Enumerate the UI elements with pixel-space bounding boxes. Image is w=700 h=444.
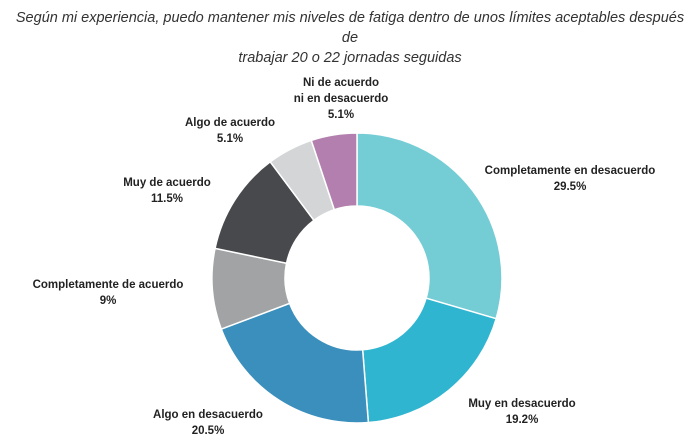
- donut-slice: [220, 302, 370, 424]
- slice-category-label: Muy en desacuerdo: [468, 398, 575, 410]
- slice-value-label: 29.5%: [554, 181, 587, 193]
- slice-label: Completamente de acuerdo 9%: [33, 279, 184, 307]
- slice-category-label: Muy de acuerdo: [123, 177, 211, 189]
- chart-title-line-2: trabajar 20 o 22 jornadas seguidas: [238, 50, 462, 66]
- donut-slice: [356, 132, 503, 320]
- slice-value-label: 11.5%: [151, 193, 183, 205]
- slice-category-label: Completamente de acuerdo: [33, 279, 184, 291]
- slice-value-label: 9%: [100, 295, 117, 307]
- slice-category-label: Ni de acuerdo: [303, 77, 379, 89]
- slice-value-label: 19.2%: [506, 414, 539, 426]
- slice-category-label: ni en desacuerdo: [294, 93, 389, 105]
- donut-labels: Completamente en desacuerdo 29.5% Muy en d…: [33, 77, 656, 437]
- slice-label: Muy en desacuerdo 19.2%: [468, 398, 575, 426]
- slice-value-label: 20.5%: [192, 425, 225, 437]
- slice-label: Algo en desacuerdo 20.5%: [153, 409, 263, 437]
- slice-value-label: 5.1%: [328, 109, 354, 121]
- slice-value-label: 5.1%: [217, 133, 243, 145]
- slice-category-label: Algo en desacuerdo: [153, 409, 263, 421]
- slice-label: Algo de acuerdo 5.1%: [185, 117, 275, 145]
- slice-category-label: Completamente en desacuerdo: [485, 165, 656, 177]
- chart-title-line-1: Según mi experiencia, puedo mantener mis…: [15, 10, 685, 46]
- donut-slice: [310, 132, 358, 211]
- slice-category-label: Algo de acuerdo: [185, 117, 275, 129]
- slice-label: Completamente en desacuerdo 29.5%: [485, 165, 656, 193]
- slice-label: Muy de acuerdo 11.5%: [123, 177, 211, 205]
- slice-label: Ni de acuerdo ni en desacuerdo 5.1%: [294, 77, 389, 121]
- donut-slices: [211, 132, 503, 424]
- donut-slice: [361, 297, 498, 424]
- chart-title: Según mi experiencia, puedo mantener mis…: [10, 8, 690, 68]
